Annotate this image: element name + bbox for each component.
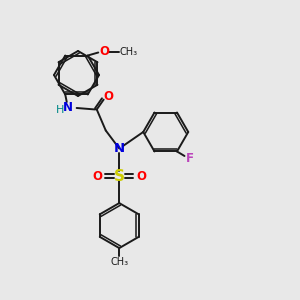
Text: F: F [186, 152, 194, 165]
Text: S: S [114, 169, 125, 184]
Text: O: O [136, 169, 146, 183]
Text: CH₃: CH₃ [119, 47, 137, 57]
Text: N: N [114, 142, 125, 155]
Text: O: O [99, 45, 109, 58]
Text: O: O [104, 90, 114, 103]
Text: O: O [92, 169, 102, 183]
Text: CH₃: CH₃ [110, 257, 128, 268]
Text: H: H [56, 105, 64, 116]
Text: N: N [63, 101, 73, 115]
